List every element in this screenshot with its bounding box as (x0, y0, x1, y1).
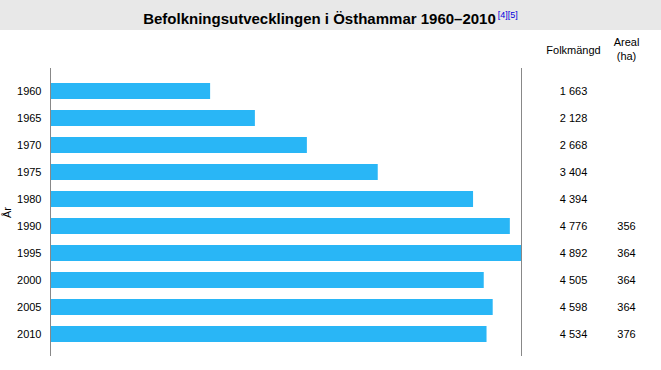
svg-text:364: 364 (617, 274, 635, 286)
svg-text:356: 356 (617, 220, 635, 232)
svg-text:4 892: 4 892 (560, 247, 588, 259)
svg-text:(ha): (ha) (617, 50, 637, 62)
svg-text:Folkmängd: Folkmängd (546, 44, 600, 56)
svg-text:1960: 1960 (17, 85, 41, 97)
svg-text:3 404: 3 404 (560, 166, 588, 178)
svg-text:1970: 1970 (17, 139, 41, 151)
svg-text:364: 364 (617, 301, 635, 313)
svg-text:År: År (1, 207, 13, 218)
svg-text:4 598: 4 598 (560, 301, 588, 313)
svg-text:1975: 1975 (17, 166, 41, 178)
svg-text:1980: 1980 (17, 193, 41, 205)
html-text:Befolkningsutvecklingen i Östh: Befolkningsutvecklingen i Östhammar 1960… (143, 10, 518, 27)
svg-text:1 663: 1 663 (560, 85, 588, 97)
svg-text:364: 364 (617, 247, 635, 259)
svg-text:2 668: 2 668 (560, 139, 588, 151)
svg-text:2 128: 2 128 (560, 112, 588, 124)
svg-text:4 534: 4 534 (560, 328, 588, 340)
svg-text:1995: 1995 (17, 247, 41, 259)
svg-text:4 394: 4 394 (560, 193, 588, 205)
svg-text:376: 376 (617, 328, 635, 340)
svg-text:1965: 1965 (17, 112, 41, 124)
svg-text:4 776: 4 776 (560, 220, 588, 232)
svg-text:2010: 2010 (17, 328, 41, 340)
svg-text:2005: 2005 (17, 301, 41, 313)
svg-text:2000: 2000 (17, 274, 41, 286)
svg-text:1990: 1990 (17, 220, 41, 232)
svg-text:4 505: 4 505 (560, 274, 588, 286)
svg-text:Areal: Areal (614, 36, 640, 48)
